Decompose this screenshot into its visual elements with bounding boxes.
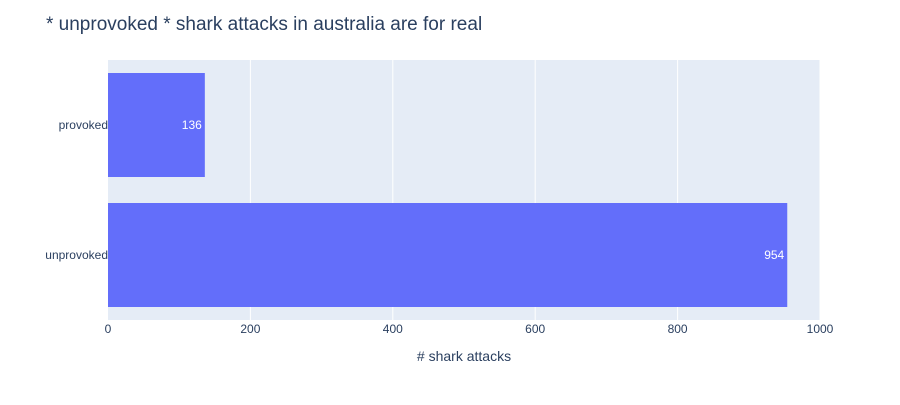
x-tick-label: 200 [240,322,260,336]
x-tick-label: 600 [525,322,545,336]
x-tick-label: 0 [105,322,112,336]
bar-unprovoked[interactable] [108,203,788,307]
data-labels: 954 136 [182,118,785,262]
x-axis-title: # shark attacks [417,348,511,364]
y-tick-labels: unprovoked provoked [45,118,108,262]
x-tick-labels: 0 200 400 600 800 1000 [105,322,834,336]
bars [108,73,788,307]
data-label-unprovoked: 954 [764,248,784,262]
bar-provoked[interactable] [108,73,205,177]
x-tick-label: 1000 [807,322,834,336]
x-tick-label: 400 [383,322,403,336]
chart-title: * unprovoked * shark attacks in australi… [46,14,482,35]
x-tick-label: 800 [668,322,688,336]
y-tick-label-unprovoked: unprovoked [45,248,108,262]
y-tick-label-provoked: provoked [59,118,108,132]
data-label-provoked: 136 [182,118,202,132]
